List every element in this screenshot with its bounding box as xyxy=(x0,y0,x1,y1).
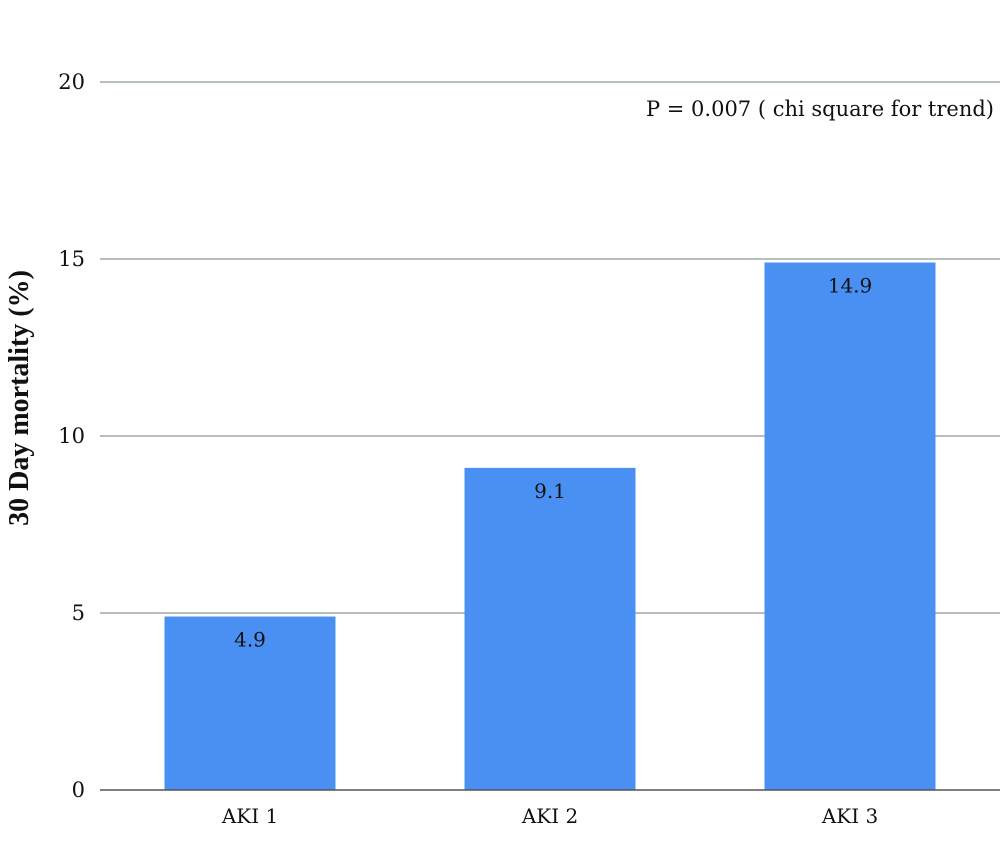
y-tick-label: 5 xyxy=(72,601,85,625)
bar xyxy=(464,467,636,790)
x-category-label: AKI 3 xyxy=(821,804,878,828)
x-category-label: AKI 1 xyxy=(221,804,278,828)
y-tick-label: 0 xyxy=(72,778,85,802)
bar-value-label: 4.9 xyxy=(234,628,266,652)
data-labels: 4.9 9.1 14.9 xyxy=(234,274,872,652)
x-category-label: AKI 2 xyxy=(521,804,578,828)
y-axis-ticks: 0 5 10 15 20 xyxy=(58,70,85,802)
y-tick-label: 20 xyxy=(58,70,85,94)
bar-value-label: 9.1 xyxy=(534,479,566,503)
bar xyxy=(164,616,336,790)
x-axis-categories: AKI 1 AKI 2 AKI 3 xyxy=(221,804,878,828)
p-value-annotation: P = 0.007 ( chi square for trend) xyxy=(646,97,994,121)
bar xyxy=(764,262,936,790)
bar-value-label: 14.9 xyxy=(828,274,873,298)
y-tick-label: 15 xyxy=(58,247,85,271)
y-tick-label: 10 xyxy=(58,424,85,448)
y-axis-label: 30 Day mortality (%) xyxy=(4,270,35,526)
bars xyxy=(164,262,936,790)
